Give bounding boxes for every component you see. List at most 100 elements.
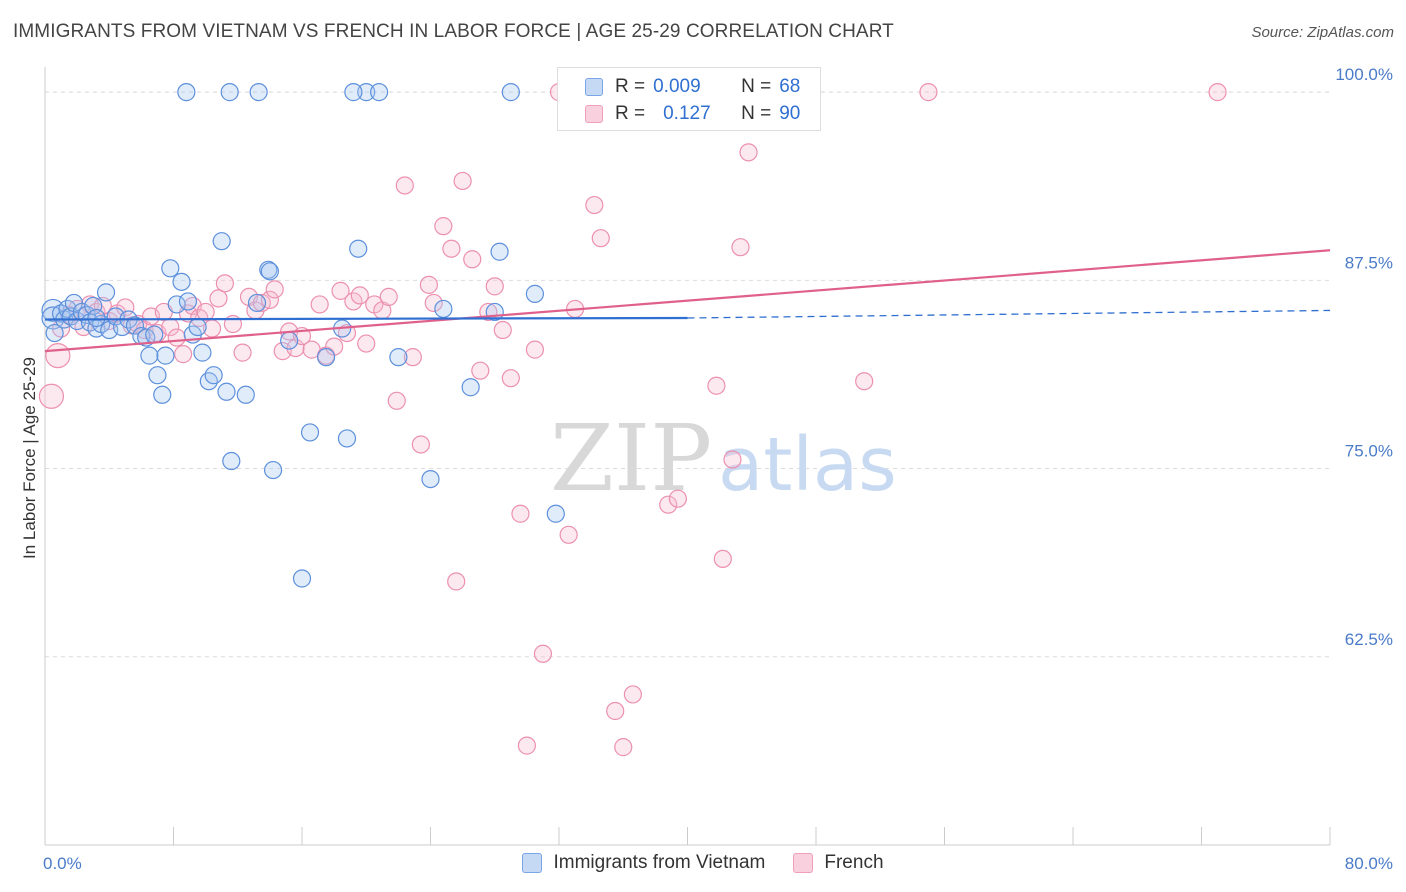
french-point [511,504,530,523]
trend-lines [44,249,1331,353]
vietnam-point [263,460,283,480]
vietnam-point [461,378,480,397]
french-legend-swatch [793,853,814,873]
vietnam-point [434,299,453,319]
r-label: R = [615,76,646,97]
vietnam-point [490,242,509,261]
french-point [525,340,545,359]
french-swatch [585,105,603,123]
tick-labels: 62.5% 75.0% 87.5% 100.0% 0.0% 80.0% [43,65,1393,873]
vietnam-point [199,372,218,391]
watermark-atlas: atlas [718,422,897,508]
legend-row-vietnam: R = 0.009 N = 68 [558,73,800,101]
vietnam-point [167,295,186,314]
vietnam-point [222,451,241,471]
french-point [424,293,443,313]
vietnam-n-value: 68 [779,76,801,97]
vietnam-point [212,232,231,251]
vietnam-point [316,348,336,367]
watermark-zip: ZIP [550,405,712,512]
vietnam-point [178,292,198,311]
y-tick-label: 100.0% [1335,65,1393,84]
french-point [855,372,874,391]
french-point [585,195,604,215]
french-point [623,685,642,704]
vietnam-point [546,504,565,523]
french-point [331,281,350,300]
vietnam-point [177,83,196,102]
french-point [174,345,193,364]
french-point [471,361,490,380]
french-point [265,280,284,299]
vietnam-r-value: 0.009 [653,76,701,97]
french-point [731,238,750,257]
vietnam-point [525,284,545,303]
stats-legend: R = 0.009 N = 68 R = 0.127 N = 90 [557,67,821,131]
french-r-value: 0.127 [663,103,711,124]
french-point [387,391,406,410]
french-point [463,250,482,269]
x-tick-label: 80.0% [1345,854,1393,873]
vietnam-point [300,423,320,442]
french-point [379,287,398,306]
vietnam-point [337,429,357,448]
vietnam-point [247,293,267,313]
french-point [434,217,453,236]
french-point [116,298,135,317]
french-point [1208,83,1227,102]
vietnam-point [344,83,363,102]
vietnam-point [357,83,376,102]
vietnam-point [140,346,159,365]
vietnam-point [161,259,180,278]
french-point [919,83,938,102]
french-point [723,450,742,469]
french-point [707,376,726,395]
french-point [739,143,758,162]
french-point [45,343,71,369]
french-point [533,644,553,663]
vietnam-point [501,83,520,102]
french-point [233,343,252,362]
vietnam-point [260,262,279,281]
vietnam-point [204,366,223,385]
french-point [606,701,625,721]
vietnam-point [236,385,255,404]
french-point [614,738,633,757]
axes [44,67,1331,846]
french-point [485,277,504,296]
grid-lines [45,91,1330,658]
french-point [659,495,678,514]
french-point [310,295,329,314]
vietnam-point [84,296,103,316]
chart-title: IMMIGRANTS FROM VIETNAM VS FRENCH IN LAB… [13,21,894,42]
y-tick-label: 62.5% [1345,630,1393,649]
french-point [350,286,369,305]
vietnam-point [249,83,268,102]
french-point [447,572,466,591]
n-label: N = [741,76,772,97]
legend-item-vietnam: Immigrants from Vietnam [522,852,765,874]
french-point [442,239,461,258]
source-label: Source: ZipAtlas.com [1251,24,1394,41]
vietnam-point [220,83,239,102]
vietnam-point [280,331,299,350]
vietnam-point [148,366,167,385]
french-point [419,275,438,294]
vietnam-point [370,83,389,102]
french-point [395,176,414,195]
french-point [517,736,536,755]
vietnam-point [156,346,175,365]
series-legend: Immigrants from Vietnam French [0,852,1406,874]
y-tick-label: 75.0% [1345,442,1393,461]
vietnam-point [96,283,116,302]
vietnam-point [125,316,145,335]
vietnam-point [421,469,440,489]
vietnam-point [193,343,212,362]
x-tick-label: 0.0% [43,854,82,873]
french-point [453,171,472,191]
vietnam-point [153,385,172,404]
french-point [501,369,520,388]
vietnam-swatch [585,78,603,96]
french-point [167,328,186,347]
